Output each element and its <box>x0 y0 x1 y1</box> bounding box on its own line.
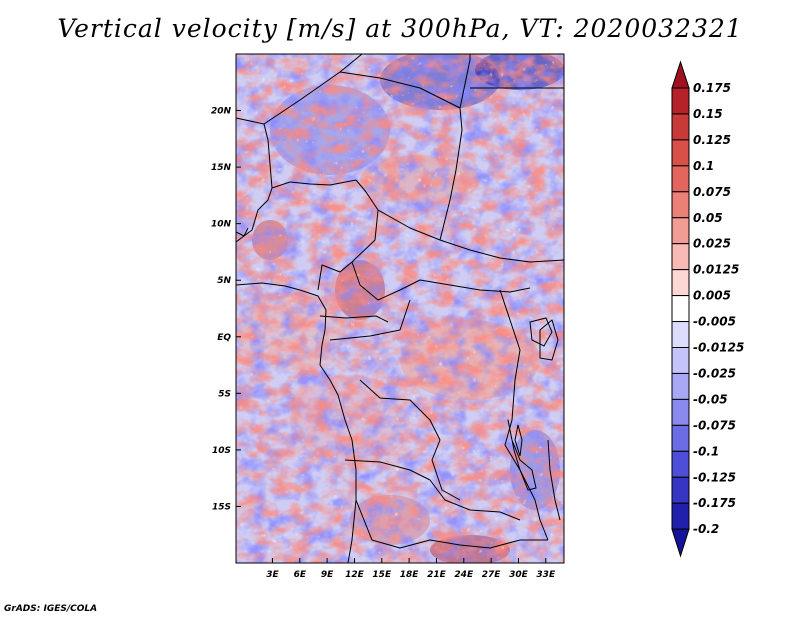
colorbar-label: -0.175 <box>693 496 736 510</box>
colorbar-label: 0.05 <box>693 211 723 225</box>
colorbar-box <box>671 295 690 323</box>
colorbar-label: 0.1 <box>693 159 714 173</box>
lon-tick-label: 3E <box>266 570 279 580</box>
colorbar-box <box>671 87 690 115</box>
country-borders <box>236 54 564 563</box>
colorbar-label: 0.0125 <box>693 263 739 277</box>
lat-tick-label: 5S <box>218 389 231 399</box>
colorbar-box <box>671 191 690 219</box>
grads-credit: GrADS: IGES/COLA <box>4 604 98 614</box>
lon-tick-label: 30E <box>509 570 529 580</box>
colorbar-label: 0.175 <box>693 81 731 95</box>
colorbar: 0.175 0.15 0.125 0.1 0.075 0.05 0.025 0.0125 0.0… <box>671 60 744 558</box>
colorbar-label: 0.025 <box>693 237 731 251</box>
colorbar-box <box>671 113 690 141</box>
colorbar-label: -0.1 <box>693 444 719 458</box>
colorbar-box <box>671 502 690 530</box>
colorbar-label: -0.125 <box>693 470 736 484</box>
colorbar-label: 0.005 <box>693 289 731 303</box>
lon-tick-label: 18E <box>400 570 420 580</box>
colorbar-label: -0.2 <box>693 522 719 536</box>
latitude-axis: 20N 15N 10N 5N EQ 5S 10S 15S <box>211 107 241 512</box>
colorbar-label: -0.05 <box>693 392 728 406</box>
lat-tick-label: 10N <box>211 220 232 230</box>
vertical-velocity-map <box>236 54 564 563</box>
colorbar-label: -0.075 <box>693 418 736 432</box>
colorbar-label: 0.125 <box>693 133 731 147</box>
longitude-axis: 3E 6E 9E 12E 15E 18E 21E 24E 27E 30E 33E <box>266 558 556 580</box>
lat-tick-label: 15N <box>211 163 232 173</box>
lon-tick-label: 9E <box>321 570 334 580</box>
colorbar-top-arrow <box>671 60 690 89</box>
lon-tick-label: 21E <box>427 570 447 580</box>
colorbar-box <box>671 217 690 245</box>
colorbar-label: -0.005 <box>693 315 736 329</box>
lon-tick-label: 12E <box>345 570 365 580</box>
chart-title: Vertical velocity [m/s] at 300hPa, VT: 2… <box>57 14 743 43</box>
lakes <box>514 317 553 457</box>
colorbar-box <box>671 424 690 452</box>
colorbar-label: 0.075 <box>693 185 731 199</box>
colorbar-box <box>671 165 690 193</box>
colorbar-box <box>671 139 690 167</box>
lon-tick-label: 33E <box>536 570 556 580</box>
colorbar-label: -0.0125 <box>693 341 744 355</box>
lat-tick-label: 15S <box>212 502 231 512</box>
colorbar-box <box>671 321 690 348</box>
lat-tick-label: 10S <box>212 446 231 456</box>
lat-tick-label: EQ <box>217 333 231 343</box>
colorbar-box <box>671 398 690 426</box>
lon-tick-label: 6E <box>294 570 307 580</box>
colorbar-box <box>671 450 690 478</box>
colorbar-box <box>671 372 690 400</box>
lon-tick-label: 15E <box>372 570 392 580</box>
lat-tick-label: 5N <box>217 276 231 286</box>
colorbar-box <box>671 243 690 271</box>
colorbar-box <box>671 347 690 374</box>
colorbar-label: 0.15 <box>693 107 723 121</box>
colorbar-box <box>671 269 690 297</box>
lon-tick-label: 27E <box>482 570 502 580</box>
lat-tick-label: 20N <box>211 107 232 117</box>
colorbar-box <box>671 476 690 504</box>
lon-tick-label: 24E <box>454 570 474 580</box>
map-frame <box>235 53 565 564</box>
colorbar-bottom-arrow <box>671 528 690 558</box>
colorbar-label: -0.025 <box>693 366 736 380</box>
